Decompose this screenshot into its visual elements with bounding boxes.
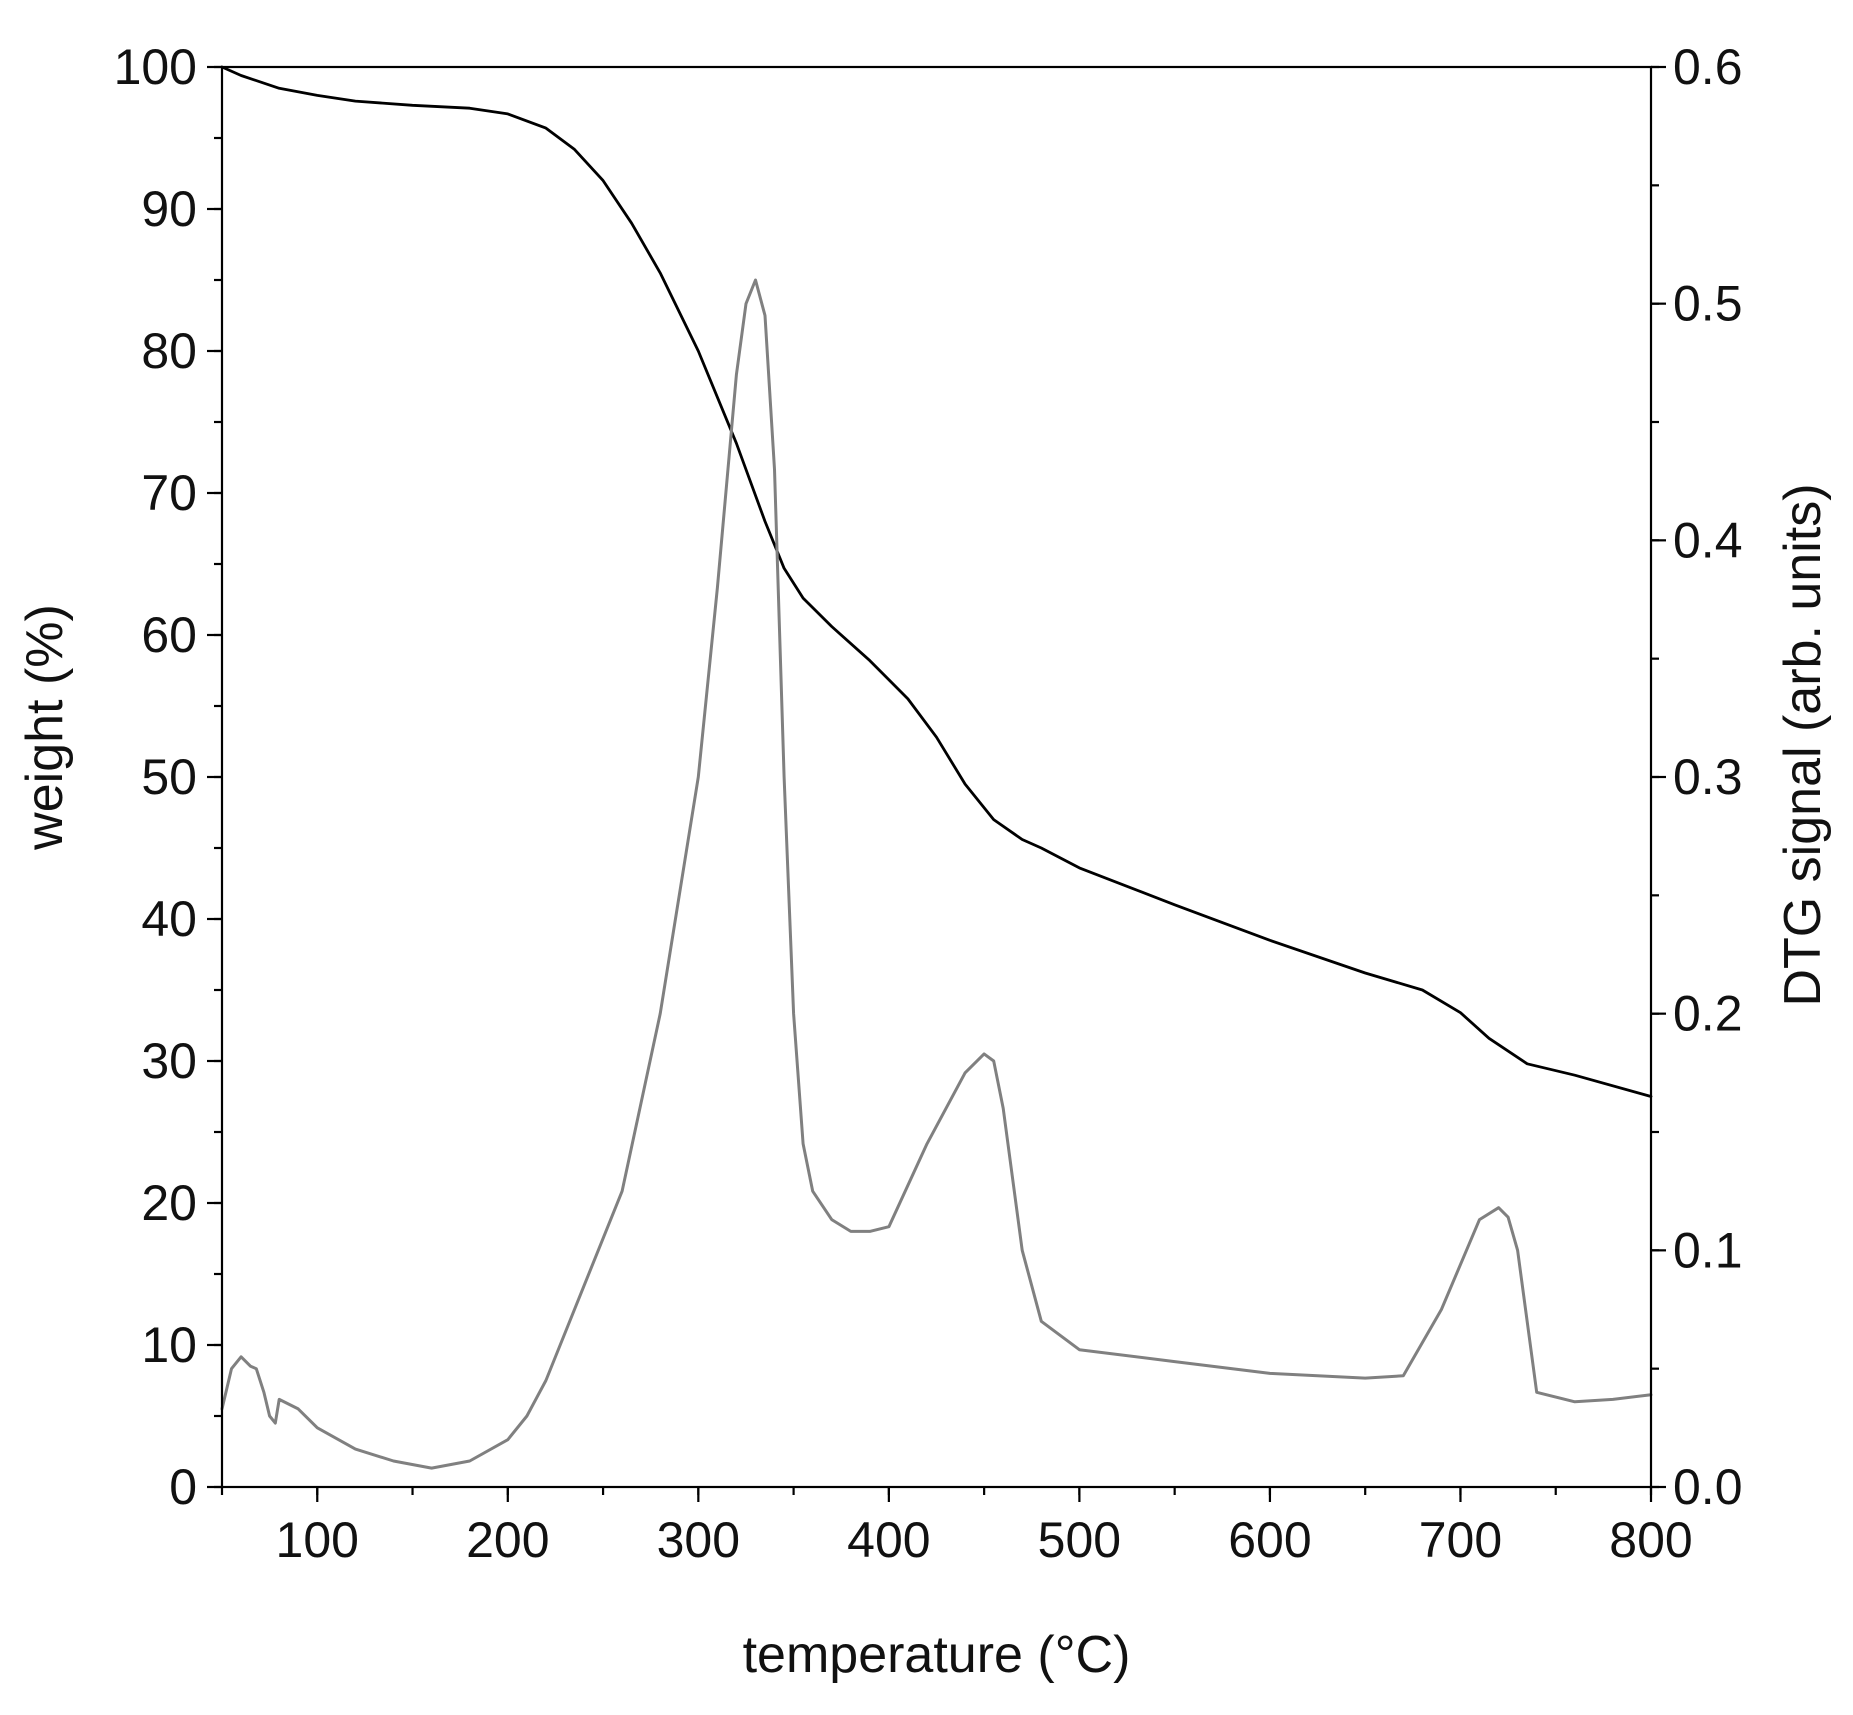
x-tick-label: 200 <box>466 1512 549 1568</box>
x-tick-label: 600 <box>1228 1512 1311 1568</box>
x-axis-ticks: 100 200 300 400 500 600 700 800 <box>220 1487 1693 1568</box>
y-tick-label: 20 <box>141 1175 197 1231</box>
y2-tick-label: 0.3 <box>1673 749 1743 805</box>
x-axis-title: temperature (°C) <box>743 1626 1131 1684</box>
y2-tick-label: 0.2 <box>1673 986 1743 1042</box>
y2-tick-label: 0.6 <box>1673 39 1743 95</box>
y-axis-ticks: 0 10 20 30 40 50 60 70 80 90 100 <box>114 39 222 1515</box>
weight-series-line <box>220 65 1653 1098</box>
y-tick-label: 50 <box>141 749 197 805</box>
y2-axis-title: DTG signal (arb. units) <box>1774 483 1832 1006</box>
y-tick-label: 100 <box>114 39 197 95</box>
y-axis-title: weight (%) <box>16 604 74 851</box>
x-tick-label: 100 <box>276 1512 359 1568</box>
series-layer <box>220 65 1653 1470</box>
y-tick-label: 60 <box>141 607 197 663</box>
x-tick-label: 400 <box>847 1512 930 1568</box>
x-tick-label: 800 <box>1609 1512 1692 1568</box>
y2-tick-label: 0.1 <box>1673 1222 1743 1278</box>
y-tick-label: 0 <box>169 1459 197 1515</box>
dtg-series-line <box>220 278 1653 1470</box>
x-tick-label: 700 <box>1419 1512 1502 1568</box>
y-tick-label: 80 <box>141 323 197 379</box>
y2-axis-ticks: 0.0 0.1 0.2 0.3 0.4 0.5 0.6 <box>1651 39 1743 1515</box>
x-tick-label: 300 <box>657 1512 740 1568</box>
y2-tick-label: 0.4 <box>1673 512 1743 568</box>
y2-tick-label: 0.0 <box>1673 1459 1743 1515</box>
plot-frame <box>220 65 1653 1489</box>
y-tick-label: 90 <box>141 181 197 237</box>
y-tick-label: 40 <box>141 891 197 947</box>
y2-tick-label: 0.5 <box>1673 276 1743 332</box>
y-tick-label: 30 <box>141 1033 197 1089</box>
y-tick-label: 10 <box>141 1317 197 1373</box>
x-tick-label: 500 <box>1038 1512 1121 1568</box>
y-tick-label: 70 <box>141 465 197 521</box>
